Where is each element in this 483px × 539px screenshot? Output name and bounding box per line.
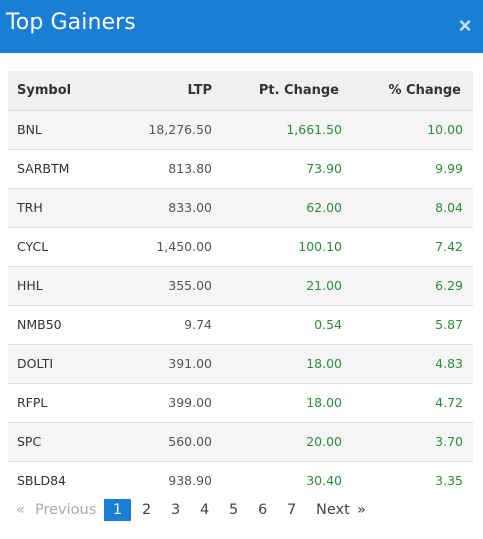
symbol-cell: CYCL: [8, 226, 113, 266]
pt-change-cell: 30.40: [212, 460, 342, 500]
column-header-pct-change[interactable]: % Change: [388, 82, 462, 98]
table-row[interactable]: TRH 833.00 62.00 8.04: [8, 187, 473, 227]
close-icon[interactable]: ×: [458, 13, 472, 38]
pct-change-cell: 5.87: [342, 304, 473, 344]
table-row[interactable]: RFPL 399.00 18.00 4.72: [8, 382, 473, 422]
table-row[interactable]: NMB50 9.74 0.54 5.87: [8, 304, 473, 344]
table-row[interactable]: SPC 560.00 20.00 3.70: [8, 421, 473, 461]
pct-change-cell: 8.04: [342, 187, 473, 227]
ltp-cell: 399.00: [113, 382, 212, 422]
table-row[interactable]: BNL 18,276.50 1,661.50 10.00: [8, 109, 473, 149]
column-header-symbol[interactable]: Symbol: [17, 82, 72, 98]
gainers-table: Symbol LTP Pt. Change % Change BNL 18,276…: [8, 71, 473, 500]
ltp-cell: 9.74: [113, 304, 212, 344]
symbol-cell: TRH: [8, 187, 113, 227]
pt-change-cell: 21.00: [212, 265, 342, 305]
ltp-cell: 560.00: [113, 421, 212, 461]
pct-change-cell: 6.29: [342, 265, 473, 305]
column-header-ltp[interactable]: LTP: [187, 82, 212, 98]
pct-change-cell: 3.70: [342, 421, 473, 461]
symbol-cell: SPC: [8, 421, 113, 461]
modal-title: Top Gainers: [6, 10, 136, 35]
pct-change-cell: 7.42: [342, 226, 473, 266]
table-row[interactable]: DOLTI 391.00 18.00 4.83: [8, 343, 473, 383]
page-button-7[interactable]: 7: [287, 502, 297, 518]
ltp-cell: 18,276.50: [113, 109, 212, 149]
next-chevron-icon[interactable]: »: [357, 502, 366, 518]
next-page-button[interactable]: Next: [316, 502, 350, 518]
symbol-cell: DOLTI: [8, 343, 113, 383]
page-button-1[interactable]: 1: [104, 499, 131, 521]
ltp-cell: 813.80: [113, 148, 212, 188]
pt-change-cell: 18.00: [212, 343, 342, 383]
table-row[interactable]: CYCL 1,450.00 100.10 7.42: [8, 226, 473, 266]
pagination: « Previous 1 2 3 4 5 6 7 Next »: [8, 499, 473, 521]
pt-change-cell: 73.90: [212, 148, 342, 188]
pct-change-cell: 4.72: [342, 382, 473, 422]
pct-change-cell: 3.35: [342, 460, 473, 500]
symbol-cell: SARBTM: [8, 148, 113, 188]
pt-change-cell: 1,661.50: [212, 109, 342, 149]
page-button-2[interactable]: 2: [142, 502, 152, 518]
previous-page-button[interactable]: Previous: [35, 502, 97, 518]
symbol-cell: NMB50: [8, 304, 113, 344]
pt-change-cell: 20.00: [212, 421, 342, 461]
symbol-cell: BNL: [8, 109, 113, 149]
ltp-cell: 938.90: [113, 460, 212, 500]
pct-change-cell: 10.00: [342, 109, 473, 149]
pt-change-cell: 18.00: [212, 382, 342, 422]
pct-change-cell: 9.99: [342, 148, 473, 188]
previous-chevron-icon[interactable]: «: [16, 502, 25, 518]
pt-change-cell: 100.10: [212, 226, 342, 266]
ltp-cell: 391.00: [113, 343, 212, 383]
table-body: BNL 18,276.50 1,661.50 10.00 SARBTM 813.80 73.…: [8, 109, 473, 500]
pct-change-cell: 4.83: [342, 343, 473, 383]
symbol-cell: RFPL: [8, 382, 113, 422]
table-row[interactable]: SBLD84 938.90 30.40 3.35: [8, 460, 473, 500]
page-button-5[interactable]: 5: [229, 502, 239, 518]
symbol-cell: SBLD84: [8, 460, 113, 500]
symbol-cell: HHL: [8, 265, 113, 305]
pt-change-cell: 0.54: [212, 304, 342, 344]
modal-header: Top Gainers ×: [0, 0, 483, 53]
gainers-table-container: Symbol LTP Pt. Change % Change BNL 18,276…: [8, 71, 473, 500]
ltp-cell: 355.00: [113, 265, 212, 305]
ltp-cell: 833.00: [113, 187, 212, 227]
pt-change-cell: 62.00: [212, 187, 342, 227]
table-row[interactable]: SARBTM 813.80 73.90 9.99: [8, 148, 473, 188]
page-button-4[interactable]: 4: [200, 502, 210, 518]
page-button-3[interactable]: 3: [171, 502, 181, 518]
table-header-row: Symbol LTP Pt. Change % Change: [8, 71, 473, 110]
ltp-cell: 1,450.00: [113, 226, 212, 266]
table-row[interactable]: HHL 355.00 21.00 6.29: [8, 265, 473, 305]
page-button-6[interactable]: 6: [258, 502, 268, 518]
column-header-pt-change[interactable]: Pt. Change: [258, 82, 339, 98]
